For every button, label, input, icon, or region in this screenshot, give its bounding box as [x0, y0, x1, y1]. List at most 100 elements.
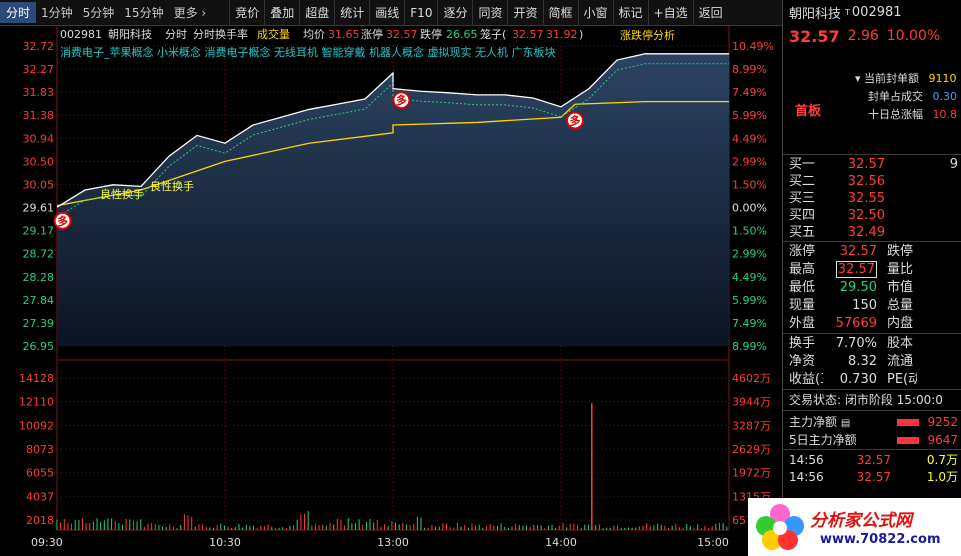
stats-table: 涨停 32.57 跌停 最高 32.57 量比 最低 29.50 市值 现量 150 总量 外盘…	[783, 242, 961, 333]
tab-fenshi[interactable]: 分时	[0, 2, 37, 23]
avg-price-line	[56, 100, 729, 207]
pen-label: 笼子(	[480, 27, 506, 41]
stats-button[interactable]: 统计	[334, 0, 369, 26]
tab-more[interactable]: 更多 ›	[173, 6, 207, 20]
stat-label: 流通	[887, 354, 914, 369]
stat-limit-down	[917, 243, 961, 261]
pct-tick-label: 2.99%	[732, 248, 767, 261]
bid3-label: 买三	[789, 191, 816, 206]
main-net-value: 9252	[927, 415, 958, 429]
price-tick-label: 32.72	[23, 40, 55, 53]
stat-shares	[917, 335, 961, 353]
watermark-url: www.70822.com	[820, 532, 941, 547]
mark-button[interactable]: 标记	[612, 0, 648, 26]
pct-tick-label: 1.50%	[732, 225, 767, 238]
volume-tick-label: 14128	[19, 372, 54, 385]
last-price: 32.57	[789, 26, 840, 46]
stock-code: 002981	[851, 4, 902, 20]
quote-panel: 朝阳科技 T 002981 32.57 2.96 10.00% ▾ 当前封单额 …	[782, 0, 961, 556]
buy-signal-marker	[392, 91, 411, 110]
time-tick-label: 10:30	[209, 536, 241, 549]
turnover-annotation: 良性换手	[100, 187, 144, 201]
bid3-price: 32.55	[847, 191, 885, 206]
price-tick-label: 26.95	[23, 340, 55, 353]
intraday-chart[interactable]: 多多多良性换手 良性换手 32.72 10.49% 32.27 8.99% 31.83 7.…	[0, 26, 782, 556]
back-button[interactable]: 返回	[692, 0, 728, 26]
bid1-price: 32.57	[847, 157, 885, 172]
stat-label: 现量	[789, 298, 816, 313]
tab-1min[interactable]: 1分钟	[41, 6, 73, 20]
tab-5min[interactable]: 5分钟	[82, 6, 115, 20]
order-book: 买一 32.57 9 买二 32.56 买三 32.55 买四 32.50 买五 32.49	[783, 155, 961, 241]
pct-tick-label: 5.99%	[732, 109, 767, 122]
list-icon[interactable]: ▤	[840, 418, 851, 429]
pct-tick-label: 7.49%	[732, 86, 767, 99]
open-fund-button[interactable]: 开资	[507, 0, 542, 26]
volume-tick-label: 10092	[19, 419, 54, 432]
pct-tick-label: 8.99%	[732, 340, 767, 353]
tab-15min[interactable]: 15分钟	[124, 6, 164, 20]
f10-button[interactable]: F10	[404, 0, 437, 26]
volume-tick-label: 6055	[26, 467, 54, 480]
volume-tick-label: 12110	[19, 396, 54, 409]
seal-ratio: 0.30	[932, 90, 958, 103]
volume-right-tick-label: 3944万	[732, 396, 771, 409]
stat-net-asset: 8.32	[848, 354, 877, 369]
buy-signal-label: 多	[570, 113, 581, 127]
tick-volume: 1.0万	[926, 470, 958, 484]
draw-line-button[interactable]: 画线	[369, 0, 404, 26]
bid2-label: 买二	[789, 174, 816, 189]
stat-turnover: 7.70%	[835, 336, 877, 351]
small-window-button[interactable]: 小窗	[577, 0, 613, 26]
super-button[interactable]: 超盘	[299, 0, 334, 26]
stat-limit-up: 32.57	[839, 244, 877, 259]
seal-ratio-label: 封单占成交	[868, 90, 923, 103]
stat-label: 市值	[887, 280, 914, 295]
tick-price: 32.57	[856, 470, 891, 484]
type-mark: T	[845, 7, 850, 17]
limit-analysis-link[interactable]: 涨跌停分析	[620, 28, 675, 42]
auction-button[interactable]: 竞价	[229, 0, 264, 26]
volume-tick-label: 4037	[26, 490, 54, 503]
watermark-title: 分析家公式网	[810, 511, 912, 531]
price-line: 32.57 2.96 10.00%	[783, 24, 961, 48]
overlay-button[interactable]: 叠加	[264, 0, 299, 26]
stat-current-vol: 150	[852, 298, 877, 313]
tick-price: 32.57	[856, 453, 891, 467]
price-tick-label: 27.39	[23, 317, 55, 330]
pct-tick-label: 8.99%	[732, 63, 767, 76]
panel-header: 朝阳科技 T 002981	[783, 0, 961, 24]
seal-amount-icon: ▾	[855, 72, 861, 85]
ma-line	[56, 63, 729, 218]
volume-right-tick-label: 4602万	[732, 372, 771, 385]
limit-up-label: 涨停	[361, 27, 383, 41]
same-fund-button[interactable]: 同资	[472, 0, 507, 26]
stat-label: 净资	[789, 354, 816, 369]
price-tick-label: 30.94	[23, 132, 55, 145]
volume-right-tick-label: 3287万	[732, 419, 771, 432]
avg-value: 31.65	[328, 28, 360, 41]
price-tick-label: 31.38	[23, 109, 55, 122]
ten-day-value: 10.8	[932, 108, 958, 121]
time-tick-label: 13:00	[377, 536, 409, 549]
seal-amount-label: 当前封单额	[864, 72, 920, 85]
stat-label: 总量	[887, 298, 914, 313]
by-minute-button[interactable]: 逐分	[437, 0, 472, 26]
time-tick-label: 14:00	[545, 536, 577, 549]
stat-float	[917, 353, 961, 371]
add-watchlist-button[interactable]: +自选	[647, 0, 693, 26]
chart-mode: 分时	[165, 28, 187, 41]
price-change: 2.96	[847, 28, 879, 44]
simple-frame-button[interactable]: 简框	[542, 0, 578, 26]
avg-label: 均价	[303, 28, 325, 41]
buy-signal-marker	[53, 211, 72, 230]
stat-label: 收益(三)	[789, 372, 823, 387]
concept-list[interactable]: 消费电子_苹果概念 小米概念 消费电子概念 无线耳机 智能穿戴 机器人概念 虚拟…	[60, 45, 555, 59]
bid5-label: 买五	[789, 225, 816, 240]
price-change-pct: 10.00%	[886, 28, 941, 44]
volume-right-tick-label: 2629万	[732, 443, 771, 456]
stat-label: PE(动)	[887, 372, 917, 387]
stat-inner	[917, 315, 961, 333]
pct-tick-label: 5.99%	[732, 294, 767, 307]
